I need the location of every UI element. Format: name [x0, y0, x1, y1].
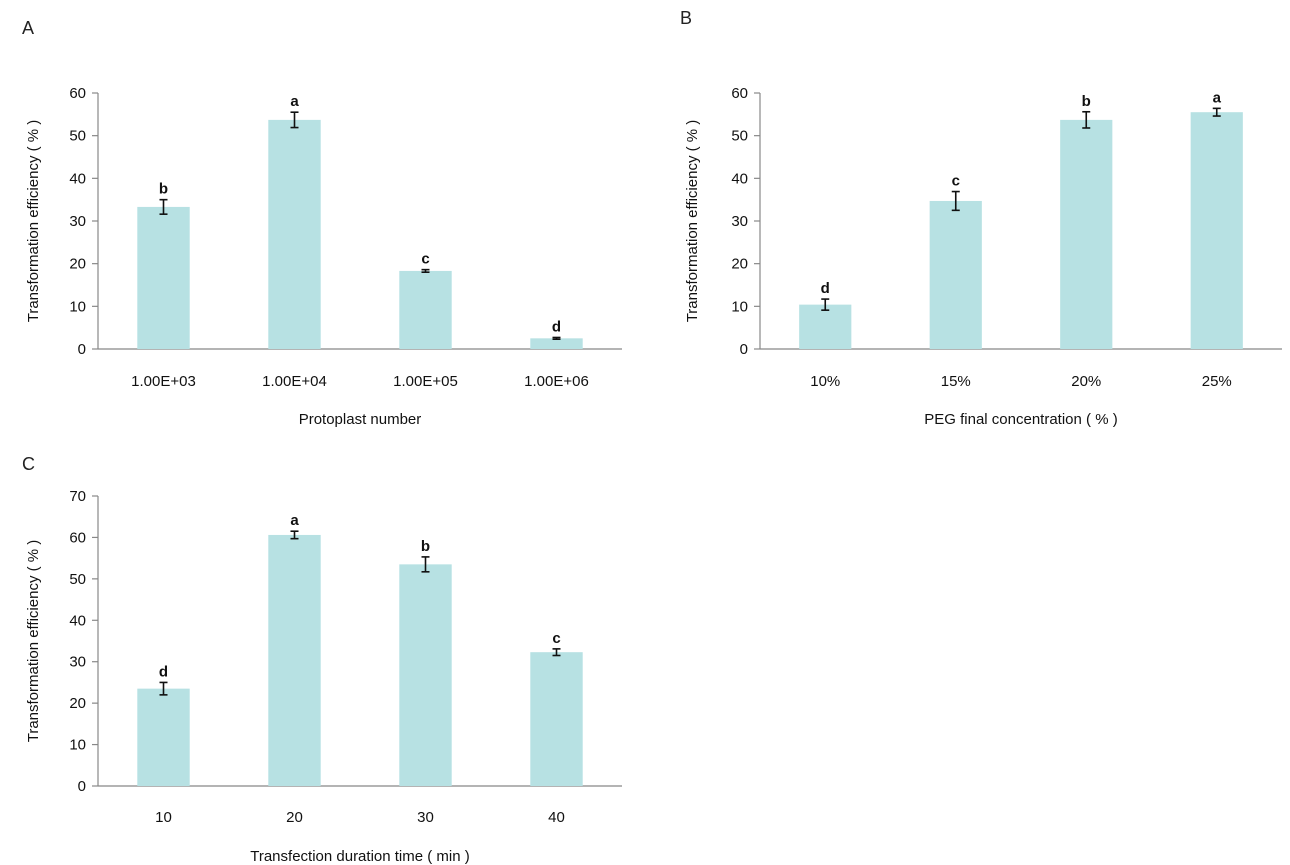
bar-1	[137, 206, 190, 349]
y-tick-label: 50	[69, 571, 86, 588]
x-axis-title: PEG final concentration ( % )	[924, 411, 1117, 428]
y-tick-label: 30	[69, 213, 86, 230]
y-tick-label: 10	[731, 298, 748, 315]
x-axis-title: Protoplast number	[299, 411, 422, 428]
significance-label: b	[159, 181, 168, 198]
x-tick-label: 20	[286, 809, 303, 826]
y-tick-label: 30	[69, 654, 86, 671]
y-tick-label: 40	[731, 170, 748, 187]
x-tick-label: 20%	[1071, 373, 1101, 390]
y-tick-label: 60	[69, 85, 86, 102]
bar-2	[929, 200, 982, 349]
bar-3	[399, 564, 452, 786]
y-tick-label: 30	[731, 213, 748, 230]
y-tick-label: 40	[69, 170, 86, 187]
y-tick-label: 0	[740, 341, 748, 358]
y-tick-label: 20	[731, 256, 748, 273]
bar-2	[268, 119, 321, 349]
y-tick-label: 60	[69, 529, 86, 546]
bar-4	[1190, 112, 1243, 349]
y-axis-title: Transformation efficiency ( % )	[25, 120, 42, 323]
bar-3	[399, 270, 452, 349]
x-tick-label: 40	[548, 809, 565, 826]
x-axis-title: Transfection duration time ( min )	[250, 848, 470, 865]
bar-4	[530, 338, 583, 349]
y-tick-label: 10	[69, 737, 86, 754]
y-tick-label: 60	[731, 85, 748, 102]
y-tick-label: 40	[69, 612, 86, 629]
x-tick-label: 30	[417, 809, 434, 826]
significance-label: c	[421, 251, 429, 268]
significance-label: a	[290, 93, 299, 110]
y-tick-label: 20	[69, 695, 86, 712]
y-tick-label: 50	[731, 128, 748, 145]
significance-label: d	[159, 663, 168, 680]
x-tick-label: 1.00E+03	[131, 373, 196, 390]
y-axis-title: Transformation efficiency ( % )	[684, 120, 701, 323]
significance-label: d	[821, 280, 830, 297]
bar-4	[530, 652, 583, 786]
bar-1	[799, 304, 852, 349]
significance-label: a	[1213, 89, 1222, 106]
y-tick-label: 20	[69, 256, 86, 273]
y-tick-label: 70	[69, 488, 86, 505]
bar-3	[1060, 119, 1113, 349]
y-tick-label: 10	[69, 298, 86, 315]
significance-label: b	[421, 538, 430, 555]
x-tick-label: 1.00E+05	[393, 373, 458, 390]
panel-label-b: B	[680, 8, 692, 28]
y-tick-label: 50	[69, 128, 86, 145]
significance-label: c	[552, 630, 560, 647]
x-tick-label: 1.00E+04	[262, 373, 327, 390]
y-axis-title: Transformation efficiency ( % )	[25, 540, 42, 743]
y-tick-label: 0	[78, 341, 86, 358]
x-tick-label: 15%	[941, 373, 971, 390]
significance-label: a	[290, 512, 299, 529]
panel-label-c: C	[22, 454, 35, 474]
x-tick-label: 1.00E+06	[524, 373, 589, 390]
significance-label: d	[552, 318, 561, 335]
x-tick-label: 10	[155, 809, 172, 826]
x-tick-label: 25%	[1202, 373, 1232, 390]
significance-label: c	[952, 173, 960, 190]
x-tick-label: 10%	[810, 373, 840, 390]
bar-2	[268, 534, 321, 786]
y-tick-label: 0	[78, 778, 86, 795]
panel-label-a: A	[22, 18, 34, 38]
significance-label: b	[1082, 93, 1091, 110]
bar-1	[137, 688, 190, 786]
